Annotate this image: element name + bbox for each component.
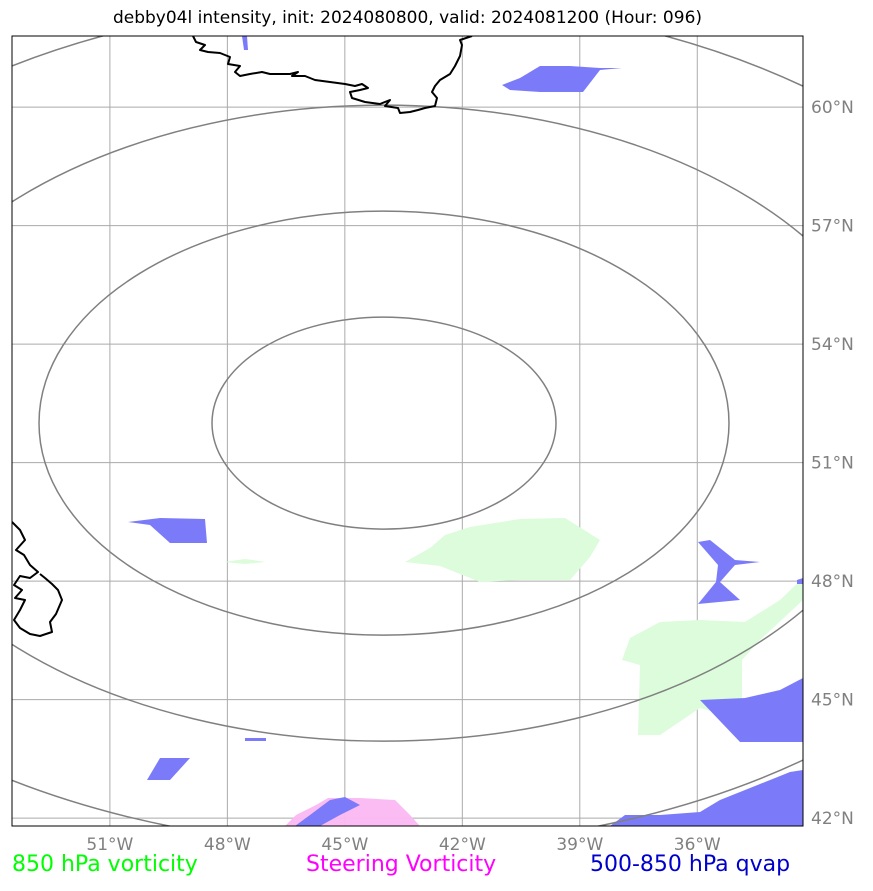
range-ring — [38, 210, 730, 636]
longitude-tick-label: 51°W — [86, 835, 133, 855]
latitude-tick-label: 45°N — [811, 691, 854, 711]
vorticity-patch — [622, 578, 803, 735]
qvap-patch — [698, 540, 760, 604]
longitude-tick-label: 36°W — [674, 835, 721, 855]
range-rings — [12, 36, 803, 826]
chart-title: debby04l intensity, init: 2024080800, va… — [112, 8, 703, 28]
legend-steering-vorticity: Steering Vorticity — [306, 852, 496, 877]
range-ring — [12, 104, 803, 742]
qvap-patch — [610, 770, 803, 826]
vorticity-patch — [405, 518, 600, 582]
range-ring — [211, 316, 557, 530]
qvap-layer — [128, 36, 803, 826]
greenland-coastline — [192, 36, 473, 114]
longitude-tick-labels: 51°W 48°W 45°W 42°W 39°W 36°W — [86, 835, 721, 855]
qvap-patch — [295, 797, 360, 826]
legend-label: Steering Vorticity — [306, 852, 497, 877]
longitude-tick-label: 42°W — [439, 835, 486, 855]
coastline-layer — [12, 36, 473, 637]
vorticity-850-layer — [224, 518, 803, 735]
latitude-tick-label: 60°N — [811, 98, 854, 118]
longitude-tick-label: 39°W — [556, 835, 603, 855]
labrador-coastline — [12, 521, 63, 637]
qvap-patch — [242, 36, 248, 50]
vorticity-patch — [224, 559, 266, 564]
qvap-patch — [797, 578, 803, 584]
qvap-patch — [700, 678, 803, 742]
latitude-tick-label: 57°N — [811, 217, 854, 237]
legend-label: 500-850 hPa qvap — [590, 852, 791, 877]
latitude-tick-label: 42°N — [811, 809, 854, 829]
latitude-tick-label: 48°N — [811, 572, 854, 592]
longitude-tick-label: 48°W — [204, 835, 251, 855]
longitude-tick-label: 45°W — [321, 835, 368, 855]
qvap-patch — [147, 758, 190, 780]
map-frame — [11, 35, 804, 827]
map-area — [12, 36, 803, 826]
legend-qvap: 500-850 hPa qvap — [590, 852, 790, 877]
legend-label: 850 hPa vorticity — [12, 852, 198, 877]
latitude-tick-labels: 60°N 57°N 54°N 51°N 48°N 45°N 42°N — [811, 98, 854, 829]
qvap-patch — [502, 66, 622, 92]
latitude-tick-label: 54°N — [811, 335, 854, 355]
latitude-tick-label: 51°N — [811, 454, 854, 474]
qvap-patch — [245, 738, 266, 741]
legend-850-vorticity: 850 hPa vorticity — [12, 852, 198, 877]
qvap-patch — [128, 518, 207, 543]
